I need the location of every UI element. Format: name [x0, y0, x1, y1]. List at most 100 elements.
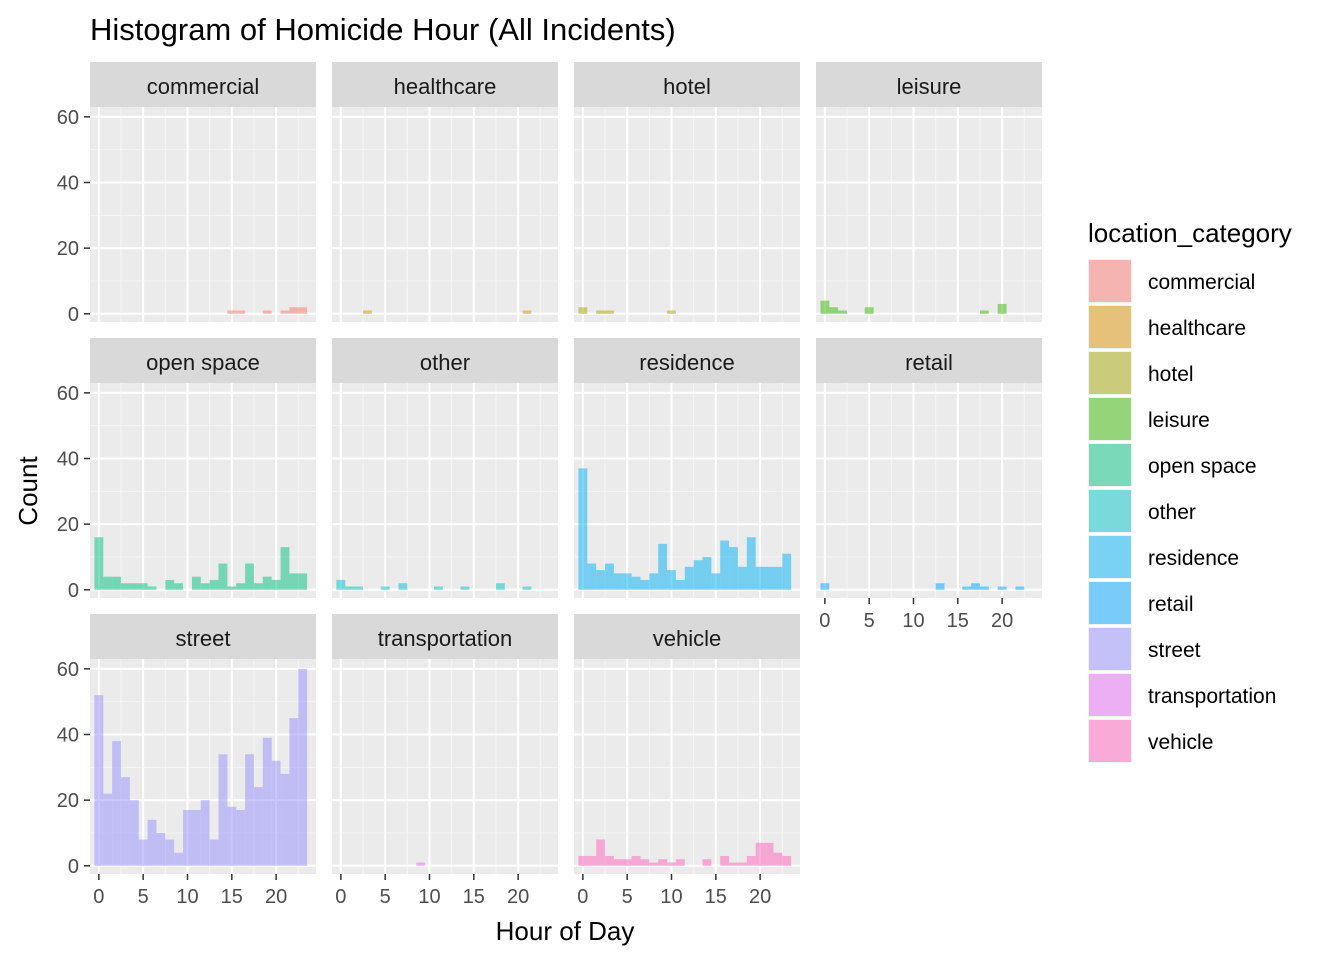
bar: residence 8: 5: [649, 573, 659, 590]
bar: retail 22: 1: [1015, 586, 1025, 590]
bar: open space 6: 1: [147, 586, 157, 590]
legend-item-leisure: leisure: [1088, 397, 1210, 441]
bar: open space 2: 4: [112, 576, 122, 590]
bar: open space 23: 5: [298, 573, 308, 590]
bar: other 21: 1: [522, 586, 532, 590]
bar: vehicle 2: 8: [596, 839, 606, 866]
bar: residence 16: 15: [720, 540, 730, 590]
bar: other 1: 1: [345, 586, 355, 590]
legend-item-residence: residence: [1088, 535, 1239, 579]
bar: vehicle 16: 3: [720, 855, 730, 866]
y-tick-label: 60: [57, 659, 79, 681]
bar: open space 11: 4: [191, 576, 201, 590]
legend-label: other: [1148, 501, 1196, 524]
x-tick-label: 0: [335, 886, 346, 908]
y-tick-label: 60: [57, 107, 79, 129]
bar: street 20: 32: [271, 760, 281, 866]
legend-label: residence: [1148, 547, 1239, 570]
bar: commercial 23: 2: [298, 307, 308, 314]
x-tick-label: 0: [93, 886, 104, 908]
bar: vehicle 14: 2: [702, 859, 712, 866]
bar: commercial 19: 1: [262, 310, 272, 314]
bar: healthcare 21: 1: [522, 310, 532, 314]
strip-background: [332, 62, 558, 107]
bar: open space 9: 2: [174, 583, 184, 590]
strip-background: [574, 338, 800, 383]
bar: open space 14: 8: [218, 563, 228, 590]
strip-label: transportation: [378, 626, 513, 651]
bar: residence 3: 8: [605, 563, 614, 590]
facet-panel-hotel: hotel hotel 0: 2 hotel 2: 1hotel 3: 1 hotel…: [574, 62, 800, 322]
bar: street 22: 45: [289, 718, 299, 866]
legend-key-swatch: [1089, 628, 1131, 670]
bar: open space 17: 8: [245, 563, 254, 590]
bar: residence 7: 3: [640, 579, 650, 590]
bar: street 19: 39: [262, 737, 272, 866]
x-tick-label: 20: [265, 886, 287, 908]
strip-background: [332, 338, 558, 383]
panel-background: [332, 383, 558, 598]
bar: leisure 2: 1: [838, 310, 848, 314]
legend-label: retail: [1148, 593, 1194, 616]
bar: hotel 3: 1: [605, 310, 614, 314]
panel-background: [332, 107, 558, 322]
bar: vehicle 5: 2: [622, 859, 632, 866]
legend-item-other: other: [1088, 489, 1196, 533]
bar: open space 15: 1: [227, 586, 237, 590]
bar: street 9: 4: [174, 852, 184, 866]
y-tick-label: 0: [68, 580, 79, 602]
panel-background: [90, 107, 316, 322]
bar: residence 6: 4: [631, 576, 641, 590]
y-axis-title: Count: [13, 456, 43, 526]
strip-label: healthcare: [394, 74, 497, 99]
strip-label: other: [420, 350, 470, 375]
legend-key-swatch: [1089, 582, 1131, 624]
strip-background: [574, 614, 800, 659]
bar: leisure 18: 1: [979, 310, 989, 314]
bar: commercial 16: 1: [236, 310, 246, 314]
strip-label: retail: [905, 350, 953, 375]
bar: retail 13: 2: [935, 583, 945, 590]
panel-background: [574, 659, 800, 874]
bar: residence 15: 5: [711, 573, 721, 590]
bar: hotel 2: 1: [596, 310, 606, 314]
bar: vehicle 21: 7: [764, 842, 774, 866]
bar: open space 22: 5: [289, 573, 299, 590]
strip-label: residence: [639, 350, 734, 375]
facet-panel-healthcare: healthcare healthcare 3: 1 healthcare 21: …: [332, 62, 558, 322]
bar: residence 11: 3: [675, 579, 685, 590]
bar: hotel 10: 1: [667, 310, 676, 314]
bar: vehicle 17: 1: [729, 862, 738, 866]
legend-item-retail: retail: [1088, 581, 1194, 625]
facet-panel-commercial: commercial commercial 15: 1commercial 16:…: [57, 62, 316, 326]
bar: street 3: 27: [121, 777, 130, 866]
bar: residence 9: 14: [658, 543, 668, 590]
legend-label: commercial: [1148, 271, 1255, 294]
bar: residence 10: 6: [667, 570, 676, 590]
facet-panel-open-space: open space open space 0: 16open space 1: …: [57, 338, 316, 602]
bar: street 23: 60: [298, 668, 308, 866]
legend-item-vehicle: vehicle: [1088, 719, 1213, 763]
legend-label: vehicle: [1148, 731, 1213, 754]
strip-label: commercial: [147, 74, 259, 99]
x-tick-label: 10: [176, 886, 198, 908]
bar: commercial 15: 1: [227, 310, 237, 314]
bar: vehicle 10: 1: [667, 862, 676, 866]
legend-label: open space: [1148, 455, 1257, 478]
strip-background: [90, 338, 316, 383]
legend-key-swatch: [1089, 260, 1131, 302]
bar: vehicle 8: 1: [649, 862, 659, 866]
legend-item-healthcare: healthcare: [1088, 305, 1246, 349]
bar: street 5: 8: [138, 839, 148, 866]
panel-background: [90, 383, 316, 598]
bar: vehicle 23: 3: [782, 855, 792, 866]
bar: commercial 21: 1: [280, 310, 290, 314]
bar: open space 20: 3: [271, 579, 281, 590]
x-tick-label: 15: [705, 886, 727, 908]
bar: vehicle 4: 2: [613, 859, 623, 866]
y-tick-label: 40: [57, 724, 79, 746]
x-tick-label: 15: [463, 886, 485, 908]
bar: vehicle 7: 2: [640, 859, 650, 866]
strip-label: leisure: [897, 74, 962, 99]
